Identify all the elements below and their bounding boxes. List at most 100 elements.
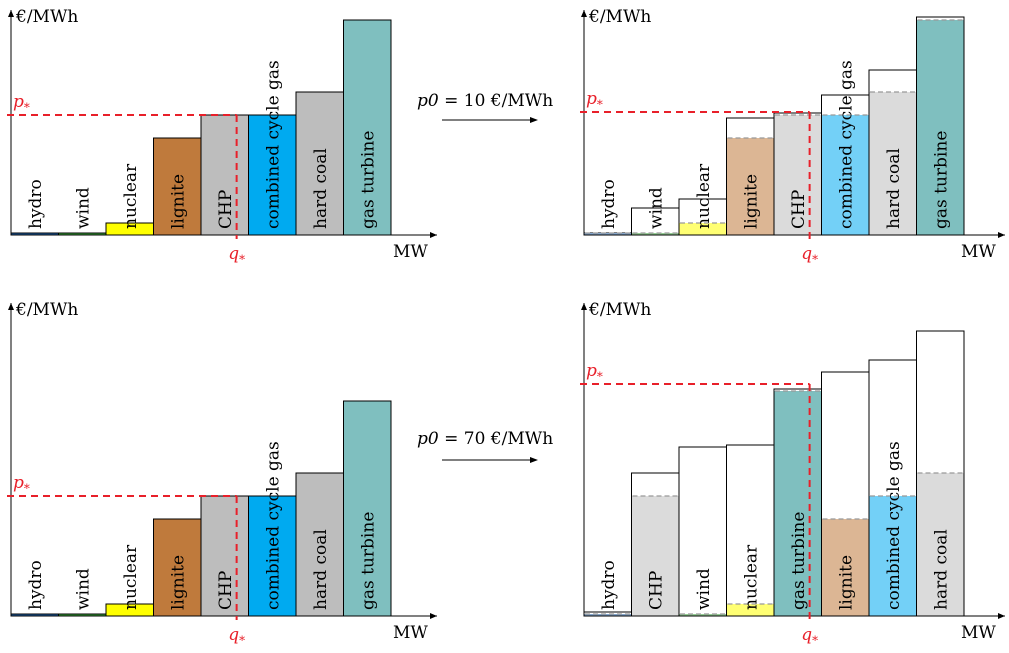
y-axis-arrow [8, 10, 14, 17]
transition-value-2: 70 €/MWh [463, 429, 554, 449]
bar-hard-coal: hard coal [868, 69, 917, 236]
bar-base-fill [917, 20, 964, 235]
bar-lignite: lignite [726, 117, 775, 236]
transition-label-1: p0 = 10 €/MWh [417, 91, 553, 111]
bar-label: gas turbine [789, 512, 809, 610]
bar-combined-cycle-gas: combined cycle gas [821, 60, 870, 236]
bar-wind: wind [631, 187, 680, 236]
bar-label: wind [73, 187, 93, 229]
transition-op-1: = [444, 91, 459, 111]
bar-label: combined cycle gas [836, 60, 856, 229]
bar-CHP: CHP [631, 472, 680, 617]
bar-label: wind [646, 187, 666, 229]
bar-fill [153, 137, 202, 236]
bar-label: combined cycle gas [263, 441, 283, 610]
bar-CHP: CHP [200, 495, 249, 617]
panel-top-left: hydro wind nuclear lignite CHP combined cycle… [7, 7, 437, 266]
transition-op-2: = [444, 429, 459, 449]
bar-label: hydro [599, 560, 619, 610]
bar-label: hard coal [311, 529, 331, 610]
q-star-label: q* [228, 625, 245, 647]
bar-base-fill [917, 473, 964, 616]
bar-label: hydro [26, 179, 46, 229]
panel-bottom-left: hydro wind nuclear lignite CHP combined cycle… [7, 300, 437, 647]
bar-label: lignite [168, 174, 188, 229]
bar-label: lignite [836, 555, 856, 610]
y-axis-arrow [581, 303, 587, 310]
bar-fill [248, 495, 297, 617]
bar-label: hydro [26, 560, 46, 610]
bar-label: gas turbine [358, 512, 378, 610]
bar-gas-turbine: gas turbine [343, 19, 392, 236]
bar-fill [153, 518, 202, 617]
q-star-label: q* [801, 244, 818, 266]
bar-label: nuclear [694, 163, 714, 229]
bar-gas-turbine: gas turbine [343, 400, 392, 617]
transition-arrowhead-1 [530, 117, 538, 123]
bar-wind: wind [678, 446, 727, 617]
bar-base-fill [727, 604, 774, 616]
bar-fill [343, 400, 392, 617]
bar-label: nuclear [121, 544, 141, 610]
bar-wind: wind [58, 568, 107, 617]
bar-base-fill [584, 233, 631, 235]
y-axis-label: €/MWh [15, 7, 78, 27]
y-axis-arrow [581, 10, 587, 17]
transition-var-1: p0 [417, 91, 439, 111]
bar-label: CHP [216, 571, 236, 610]
bar-CHP: CHP [200, 114, 249, 236]
transition-value-1: 10 €/MWh [463, 91, 554, 111]
q-star-label: q* [801, 625, 818, 647]
bar-lignite: lignite [153, 518, 202, 617]
bar-fill [343, 19, 392, 236]
bar-label: combined cycle gas [263, 60, 283, 229]
bar-label: nuclear [121, 163, 141, 229]
bar-label: wind [73, 568, 93, 610]
bar-wind: wind [58, 187, 107, 236]
bar-lignite: lignite [821, 371, 870, 617]
bar-label: hard coal [311, 148, 331, 229]
transition-var-2: p0 [417, 429, 439, 449]
bar-fill [200, 495, 249, 617]
y-axis-label: €/MWh [588, 300, 651, 320]
bar-base-fill [679, 614, 726, 616]
x-axis-label: MW [393, 242, 428, 262]
bar-label: CHP [789, 190, 809, 229]
bar-base-fill [632, 496, 679, 616]
bar-nuclear: nuclear [105, 544, 154, 617]
q-star-label: q* [228, 244, 245, 266]
bar-label: nuclear [741, 544, 761, 610]
bar-hard-coal: hard coal [295, 91, 344, 236]
bar-hard-coal: hard coal [295, 472, 344, 617]
bar-label: combined cycle gas [884, 441, 904, 610]
p-star-label: p* [13, 473, 30, 495]
bar-base-fill [727, 138, 774, 235]
panel-bottom-right: hydro CHP wind nuclear gas turbine lignite com… [580, 300, 1005, 647]
x-axis-arrow [998, 232, 1005, 238]
bar-hydro: hydro [10, 179, 59, 236]
bar-label: wind [694, 568, 714, 610]
bar-base-fill [584, 614, 631, 616]
bar-label: lignite [741, 174, 761, 229]
transition-arrowhead-2 [530, 457, 538, 463]
bar-label: hard coal [931, 529, 951, 610]
bar-hydro: hydro [10, 560, 59, 617]
bar-label: lignite [168, 555, 188, 610]
p-star-label: p* [586, 361, 603, 383]
bar-nuclear: nuclear [105, 163, 154, 236]
bar-label: CHP [216, 190, 236, 229]
bar-base-fill [774, 115, 821, 235]
bar-nuclear: nuclear [678, 163, 727, 236]
y-axis-arrow [8, 303, 14, 310]
bar-fill [295, 472, 344, 617]
bar-combined-cycle-gas: combined cycle gas [868, 359, 917, 617]
bar-combined-cycle-gas: combined cycle gas [248, 441, 297, 617]
x-axis-arrow [998, 613, 1005, 619]
bar-CHP: CHP [773, 112, 822, 236]
panel-top-right: hydro wind nuclear lignite CHP combined cycle… [580, 7, 1005, 266]
y-axis-label: €/MWh [15, 300, 78, 320]
bar-nuclear: nuclear [726, 444, 775, 617]
p-star-label: p* [13, 92, 30, 114]
